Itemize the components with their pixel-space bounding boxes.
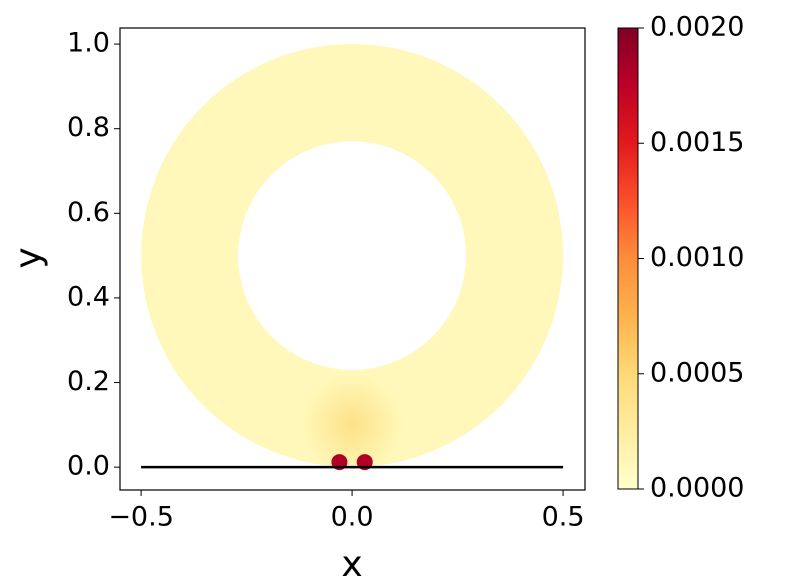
colorbar-tick-label: 0.0005 <box>650 357 744 388</box>
y-tick-label: 0.4 <box>67 281 110 312</box>
y-axis-label: y <box>8 247 49 268</box>
warm-region <box>301 374 403 476</box>
plot-area <box>141 44 564 476</box>
x-tick-label: 0.0 <box>331 502 374 533</box>
colorbar-tick-label: 0.0000 <box>650 473 744 504</box>
y-tick-label: 0.6 <box>67 197 110 228</box>
y-tick-label: 0.8 <box>67 112 110 143</box>
colorbar-tick-label: 0.0020 <box>650 12 744 43</box>
y-tick-label: 0.2 <box>67 366 110 397</box>
x-tick-label: 0.5 <box>542 502 585 533</box>
colorbar-tick-label: 0.0010 <box>650 242 744 273</box>
colorbar-tick-label: 0.0015 <box>650 127 744 158</box>
x-axis-label: x <box>341 544 362 585</box>
y-tick-label: 1.0 <box>67 28 110 59</box>
colorbar <box>617 27 639 490</box>
y-tick-label: 0.0 <box>67 451 110 482</box>
annulus-field <box>141 44 564 468</box>
x-tick-label: −0.5 <box>108 502 174 533</box>
